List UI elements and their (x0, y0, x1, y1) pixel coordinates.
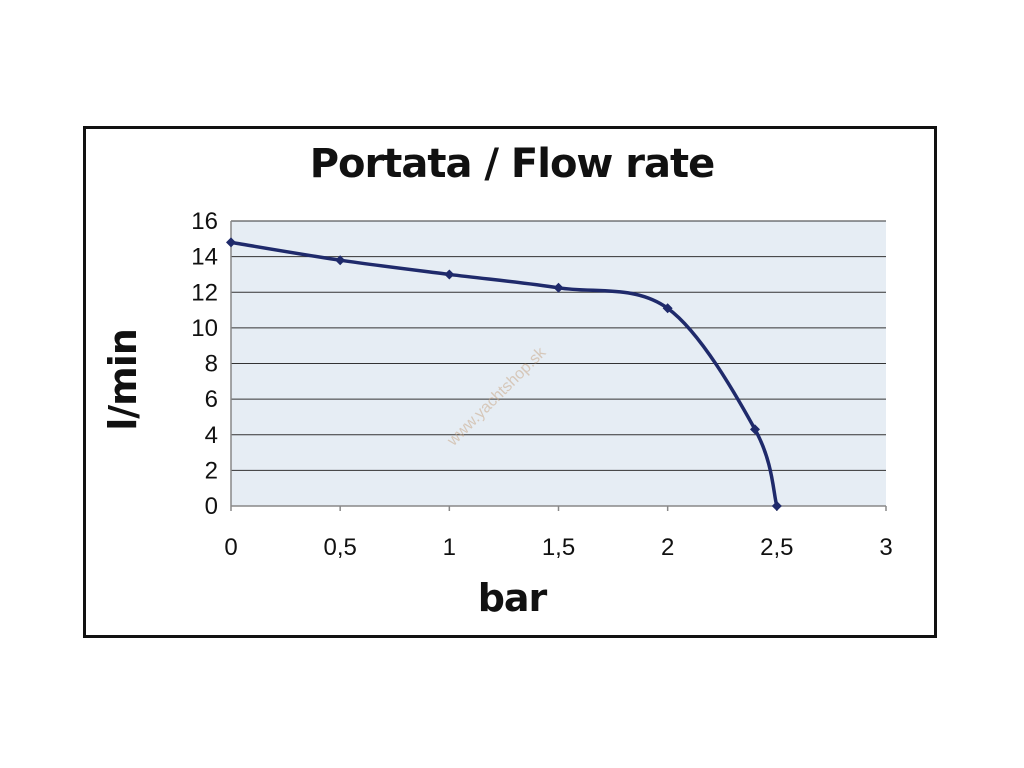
y-axis-title: l/min (101, 329, 145, 431)
x-tick-labels: 0 0,5 1 1,5 2 2,5 3 (224, 534, 892, 561)
y-tick-label: 6 (205, 386, 218, 413)
x-tick-label: 1 (443, 534, 456, 561)
series-points (226, 237, 782, 511)
data-point-2 (444, 269, 455, 280)
x-tick-label: 2,5 (760, 534, 793, 561)
y-tick-label: 2 (205, 457, 218, 484)
data-point-1 (335, 255, 346, 266)
y-tick-labels: 0 2 4 6 8 10 12 14 16 (191, 208, 218, 520)
data-point-3 (553, 282, 564, 293)
y-tick-label: 16 (191, 208, 218, 235)
y-tick-label: 0 (205, 493, 218, 520)
y-tick-label: 4 (205, 422, 218, 449)
data-point-4 (662, 303, 673, 314)
x-tick-label: 0 (224, 534, 237, 561)
y-tick-label: 12 (191, 279, 218, 306)
data-point-5 (750, 424, 760, 435)
x-tick-label: 2 (661, 534, 674, 561)
x-axis-title: bar (478, 576, 548, 620)
data-point-6 (771, 501, 782, 511)
y-tick-label: 10 (191, 315, 218, 342)
y-tick-label: 14 (191, 244, 218, 271)
y-tick-label: 8 (205, 351, 218, 378)
x-tick-label: 1,5 (542, 534, 575, 561)
chart-title: Portata / Flow rate (310, 141, 715, 187)
x-tick-label: 3 (879, 534, 892, 561)
x-tick-label: 0,5 (323, 534, 356, 561)
data-point-0 (226, 237, 236, 248)
